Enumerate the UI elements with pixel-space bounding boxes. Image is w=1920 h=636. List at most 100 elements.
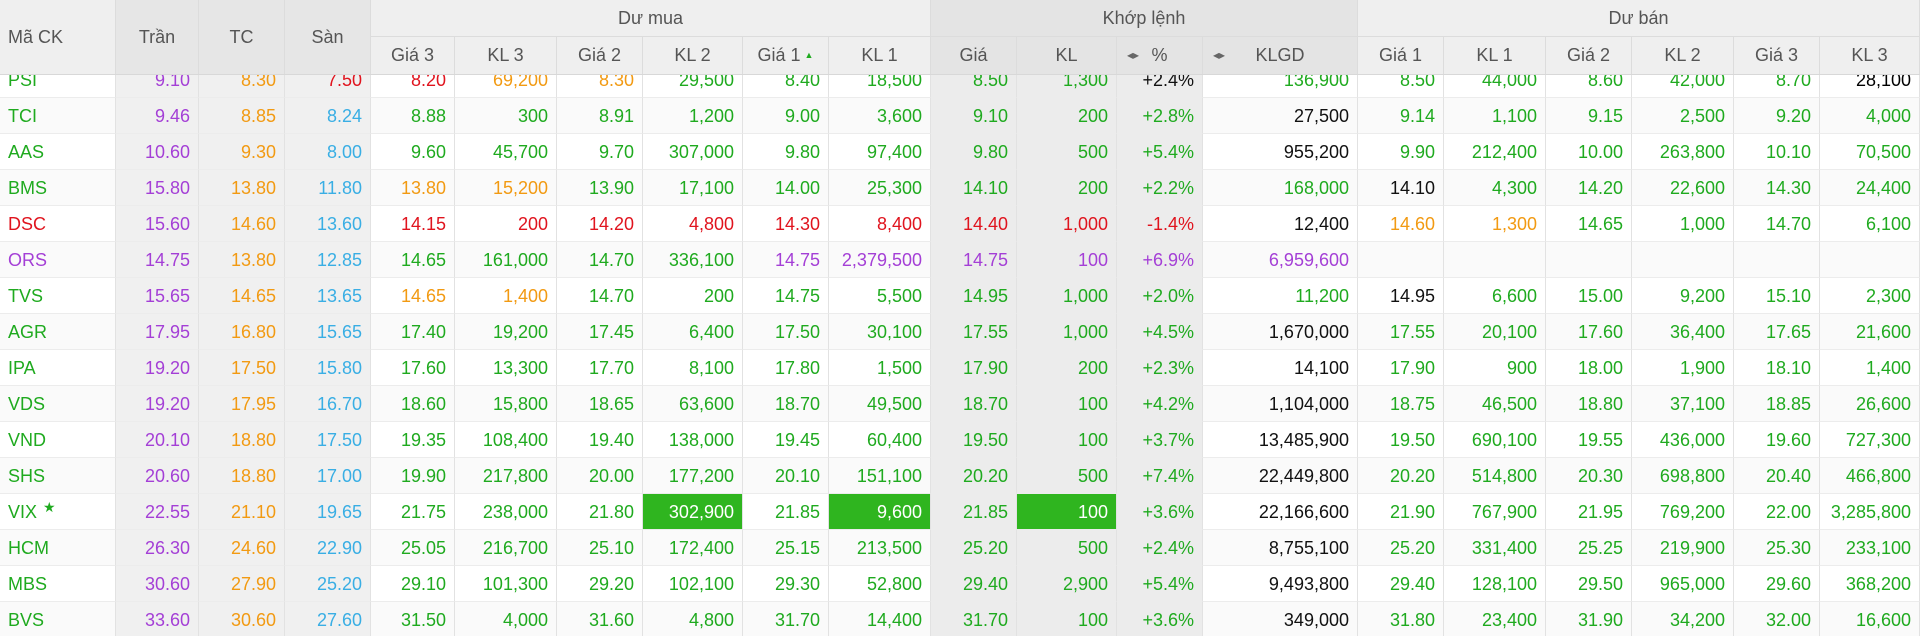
resize-icon[interactable]: ◂▸: [1127, 48, 1140, 62]
cell: BMS: [0, 170, 116, 206]
cell: 20.00: [557, 458, 643, 494]
column-header: KL 3: [455, 37, 557, 74]
cell: 21.80: [557, 494, 643, 530]
cell: 19,200: [455, 314, 557, 350]
value: 14.75: [774, 250, 820, 270]
ticker[interactable]: AAS: [8, 142, 45, 162]
board-row: VIX ★ 22.55 21.10 19.65 21.75 238,000 21.80 302,…: [0, 494, 1920, 530]
cell: 24.60: [199, 530, 285, 566]
value: 17.95: [230, 394, 276, 414]
ticker[interactable]: IPA: [8, 358, 36, 378]
cell: 200: [643, 278, 743, 314]
resize-icon[interactable]: ◂▸: [1213, 48, 1226, 62]
cell: 25.10: [557, 530, 643, 566]
ticker[interactable]: HCM: [8, 538, 49, 558]
value: 14.65: [1577, 214, 1623, 234]
cell: 25.20: [285, 566, 371, 602]
board-row: AAS 10.60 9.30 8.00 9.60 45,700 9.70 307,000 9.8…: [0, 134, 1920, 170]
cell: 336,100: [643, 242, 743, 278]
board-row: BVS 33.60 30.60 27.60 31.50 4,000 31.60 4,800 31…: [0, 602, 1920, 636]
cell: 36,400: [1632, 314, 1734, 350]
column-header: TC: [199, 0, 285, 74]
cell: 15.10: [1734, 278, 1820, 314]
cell: 14.65: [199, 278, 285, 314]
cell: 17.45: [557, 314, 643, 350]
value: 31.50: [400, 610, 446, 630]
ticker[interactable]: BVS: [8, 610, 45, 630]
value: 31.90: [1577, 610, 1623, 630]
column-label: Giá 2: [1566, 45, 1611, 65]
value: 6,100: [1865, 214, 1911, 234]
value: 1,400: [1865, 358, 1911, 378]
column-header: Giá 3: [371, 37, 455, 74]
value: 17.90: [962, 358, 1008, 378]
value: 29,500: [678, 70, 734, 90]
cell: 17.95: [199, 386, 285, 422]
cell: 19.65: [285, 494, 371, 530]
cell: 1,000: [1017, 278, 1117, 314]
value: 21,600: [1855, 322, 1911, 342]
cell: 17.50: [285, 422, 371, 458]
value: +2.3%: [1142, 358, 1194, 378]
cell: 368,200: [1820, 566, 1920, 602]
value: 138,000: [668, 430, 734, 450]
cell: IPA: [0, 350, 116, 386]
ticker[interactable]: PSI: [8, 70, 38, 90]
cell: 18.65: [557, 386, 643, 422]
ticker[interactable]: VIX: [8, 502, 38, 522]
ticker[interactable]: SHS: [8, 466, 46, 486]
column-label: Trần: [138, 27, 176, 47]
value: 14.70: [588, 286, 634, 306]
cell: 2,900: [1017, 566, 1117, 602]
value: 14.75: [962, 250, 1008, 270]
value: 25.20: [962, 538, 1008, 558]
ticker[interactable]: DSC: [8, 214, 47, 234]
ticker[interactable]: TCI: [8, 106, 37, 126]
ticker[interactable]: ORS: [8, 250, 48, 270]
column-header: ◂▸ KLGD: [1203, 37, 1358, 74]
value: 9.90: [1399, 142, 1435, 162]
value: 9.15: [1587, 106, 1623, 126]
favorite-star[interactable]: ★: [43, 499, 56, 515]
column-header: KL 2: [1632, 37, 1734, 74]
cell: 9.70: [557, 134, 643, 170]
cell: 1,000: [1632, 206, 1734, 242]
ticker[interactable]: TVS: [8, 286, 44, 306]
cell: 161,000: [455, 242, 557, 278]
ticker[interactable]: VND: [8, 430, 47, 450]
value: 9.00: [784, 106, 820, 126]
cell: +3.7%: [1117, 422, 1203, 458]
value: 727,300: [1845, 430, 1911, 450]
cell: 13.65: [285, 278, 371, 314]
cell: 1,900: [1632, 350, 1734, 386]
sort-icon[interactable]: ▲: [804, 50, 814, 60]
value: 1,100: [1491, 106, 1537, 126]
value: 9.10: [972, 106, 1008, 126]
ticker[interactable]: MBS: [8, 574, 48, 594]
cell: 6,959,600: [1203, 242, 1358, 278]
cell: 9.00: [743, 98, 829, 134]
column-label: Giá 3: [390, 45, 435, 65]
value: 17.45: [588, 322, 634, 342]
value: 17.60: [400, 358, 446, 378]
column-label: KLGD: [1255, 45, 1305, 65]
ticker[interactable]: BMS: [8, 178, 48, 198]
cell: 8.88: [371, 98, 455, 134]
cell: 955,200: [1203, 134, 1358, 170]
value: 965,000: [1659, 574, 1725, 594]
ticker[interactable]: AGR: [8, 322, 48, 342]
value: 19.35: [400, 430, 446, 450]
value: 31.70: [774, 610, 820, 630]
value: 8.50: [972, 70, 1008, 90]
column-label: Giá 2: [577, 45, 622, 65]
cell: 27.60: [285, 602, 371, 636]
value: 4,300: [1491, 178, 1537, 198]
cell: 1,300: [1444, 206, 1546, 242]
cell: +5.4%: [1117, 134, 1203, 170]
ticker[interactable]: VDS: [8, 394, 46, 414]
value: 368,200: [1845, 574, 1911, 594]
value: 14.95: [962, 286, 1008, 306]
cell: 8.85: [199, 98, 285, 134]
cell: 1,500: [829, 350, 931, 386]
value: 212,400: [1471, 142, 1537, 162]
